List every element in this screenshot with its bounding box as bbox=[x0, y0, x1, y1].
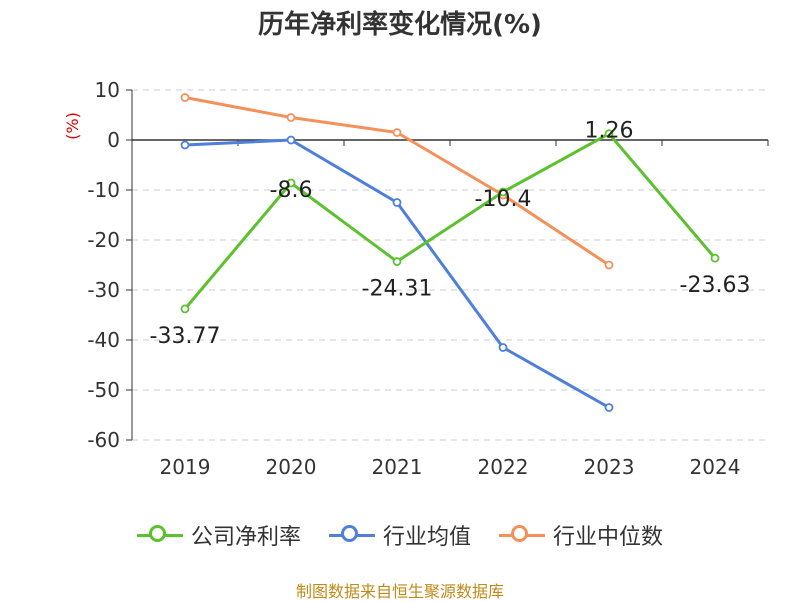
data-point bbox=[286, 113, 296, 122]
data-label: -23.63 bbox=[680, 273, 751, 298]
x-tick-label: 2023 bbox=[584, 455, 635, 479]
y-axis-label: (%) bbox=[63, 112, 82, 140]
x-tick-label: 2021 bbox=[372, 455, 423, 479]
series-line bbox=[183, 132, 717, 310]
data-label: -10.4 bbox=[475, 187, 532, 212]
legend-label: 公司净利率 bbox=[190, 525, 301, 550]
series-0 bbox=[180, 129, 720, 314]
data-label: -24.31 bbox=[362, 277, 433, 302]
legend-item[interactable]: 行业均值 bbox=[328, 519, 471, 551]
legend-marker-icon bbox=[136, 525, 183, 545]
legend-label: 行业均值 bbox=[382, 525, 471, 550]
y-tick-label: -20 bbox=[87, 228, 120, 252]
data-point bbox=[286, 135, 296, 145]
data-point bbox=[498, 187, 508, 197]
series-2 bbox=[180, 93, 614, 270]
data-point bbox=[604, 403, 614, 412]
legend-marker-icon bbox=[499, 525, 545, 545]
data-point bbox=[180, 93, 190, 102]
source-note: 制图数据来自恒生聚源数据库 bbox=[295, 582, 504, 601]
series-layer bbox=[180, 93, 720, 412]
data-point bbox=[180, 140, 190, 150]
y-tick-label: -40 bbox=[87, 328, 120, 352]
y-tick-label: -60 bbox=[87, 428, 120, 452]
x-tick-label: 2019 bbox=[160, 455, 211, 479]
legend-label: 行业中位数 bbox=[553, 525, 664, 550]
data-point bbox=[392, 128, 402, 137]
data-point bbox=[392, 257, 402, 266]
data-point bbox=[604, 129, 614, 139]
chart-title: 历年净利率变化情况(%) bbox=[258, 10, 542, 40]
y-tick-label: -30 bbox=[87, 278, 120, 302]
x-tick-label: 2022 bbox=[478, 455, 529, 479]
data-labels: -33.77 -8.6 -24.31 -10.4 1.26 -23.63 bbox=[150, 119, 751, 349]
y-tick-label: 10 bbox=[95, 78, 120, 102]
legend-marker-icon bbox=[328, 525, 375, 545]
series-line bbox=[184, 138, 610, 409]
legend-item[interactable]: 行业中位数 bbox=[499, 519, 663, 551]
data-point bbox=[392, 198, 402, 207]
x-tick-label: 2020 bbox=[266, 455, 317, 479]
grid-lines bbox=[132, 89, 768, 441]
data-label: -8.6 bbox=[270, 178, 313, 203]
data-point bbox=[604, 260, 614, 270]
data-point bbox=[180, 304, 190, 314]
y-tick-label: 0 bbox=[107, 128, 120, 152]
data-point bbox=[710, 253, 720, 263]
data-label: 1.26 bbox=[585, 119, 634, 144]
axes: 10 0 -10 -20 -30 -40 -50 -60 2019 2020 2021 2022 202… bbox=[87, 78, 769, 479]
series-1 bbox=[180, 135, 614, 412]
data-point bbox=[286, 178, 296, 188]
x-tick-label: 2024 bbox=[690, 455, 741, 479]
y-tick-label: -10 bbox=[87, 178, 120, 202]
legend-item[interactable]: 公司净利率 bbox=[136, 519, 301, 551]
y-tick-label: -50 bbox=[87, 378, 120, 402]
data-point bbox=[498, 343, 508, 352]
data-label: -33.77 bbox=[150, 324, 221, 349]
legend: 公司净利率 行业均值 行业中位数 bbox=[0, 519, 800, 551]
